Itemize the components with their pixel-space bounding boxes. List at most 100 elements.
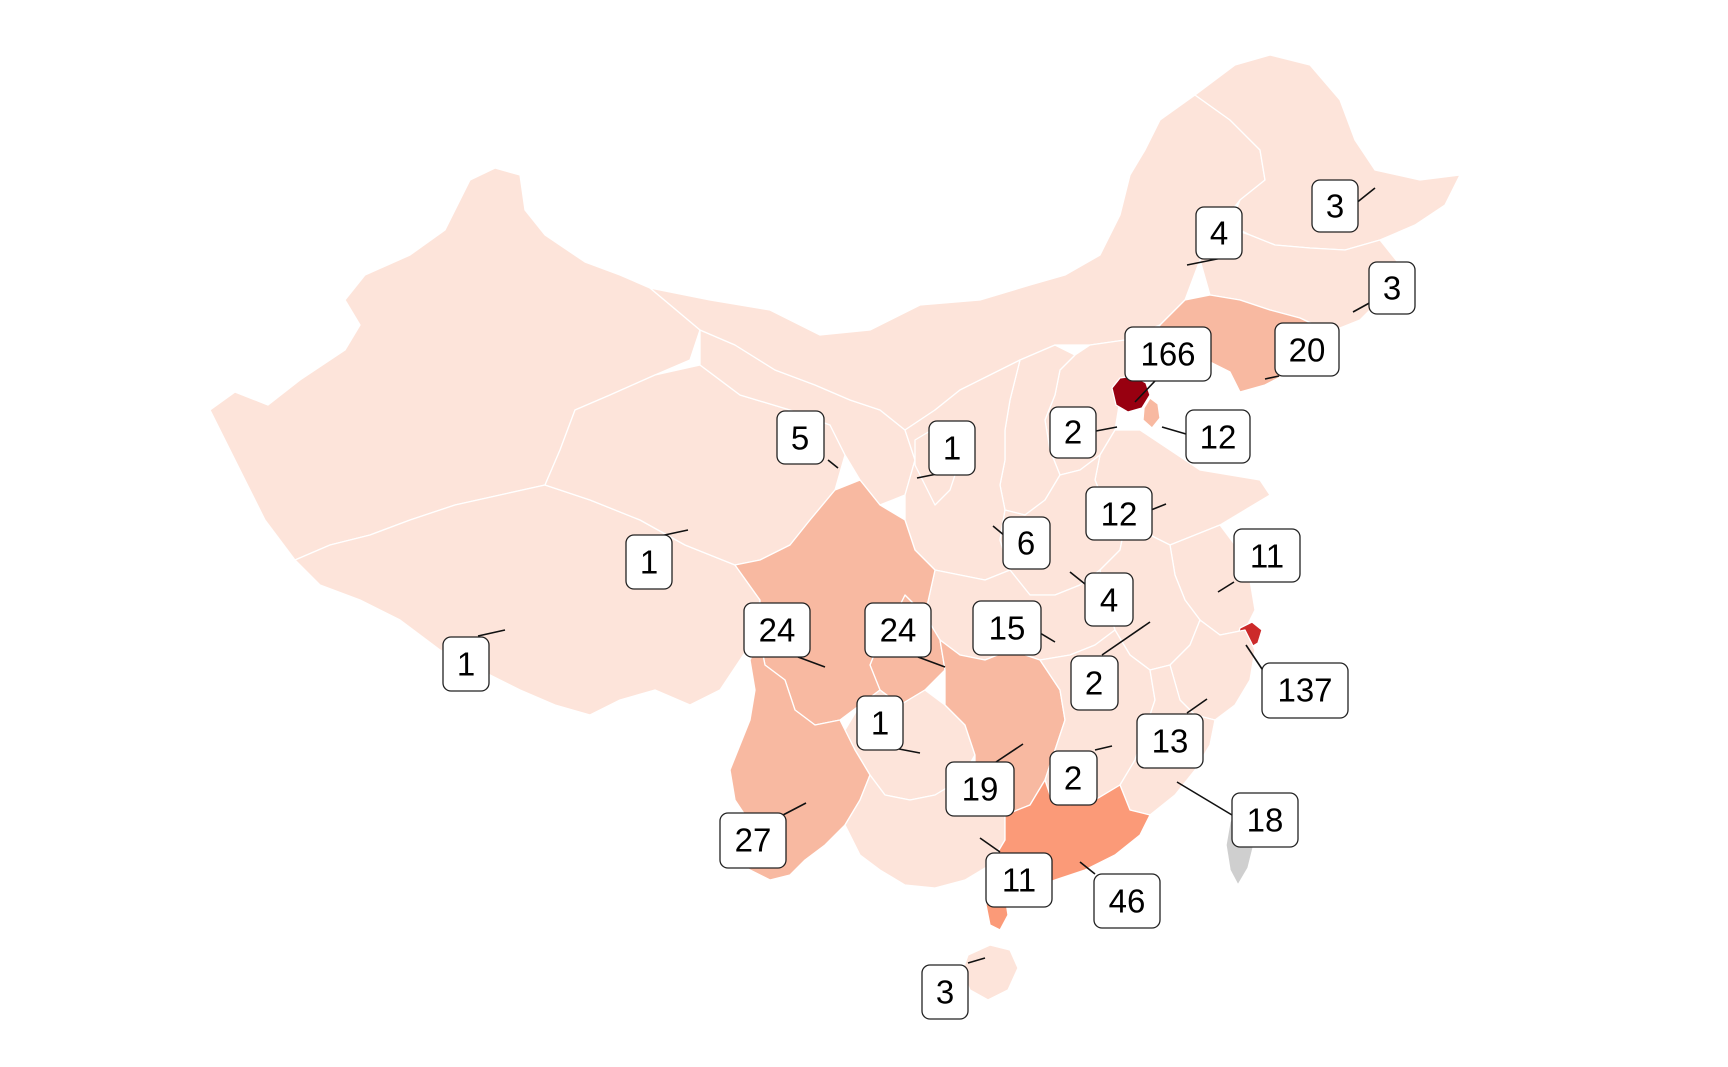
leader-line [967,957,986,964]
value-label: 5 [791,420,809,457]
label-guangxi: 11 [979,837,1053,908]
label-shaanxi: 6 [992,516,1051,570]
label-box [945,761,1015,817]
value-label: 137 [1277,672,1332,709]
label-jiangxi: 2 [1049,745,1113,806]
label-liaoning: 20 [1264,322,1340,380]
leader-line [995,743,1024,763]
value-label: 2 [1085,665,1103,702]
region-hainan [961,944,1019,1001]
label-box [1185,409,1251,464]
label-heilongjiang: 3 [1311,179,1376,233]
label-henan: 4 [1069,571,1134,627]
leader-line [1264,375,1280,380]
leader-line [1094,745,1113,751]
label-box [1136,713,1204,769]
leader-line [1245,644,1265,673]
region-heilongjiang [1194,54,1461,251]
region-tianjin [1142,397,1161,429]
value-label: 15 [989,610,1026,647]
value-label: 1 [943,430,961,467]
label-layer: 3 4 3 166 20 2 [442,179,1416,1020]
label-sichuan: 24 [743,602,826,668]
label-box [1093,873,1161,929]
label-tianjin: 12 [1161,409,1251,464]
leader-line [1069,571,1086,585]
label-shandong: 12 [1085,486,1167,541]
value-label: 1 [457,646,475,683]
label-guizhou: 1 [856,695,921,754]
leader-line [1217,581,1235,593]
value-label: 2 [1064,760,1082,797]
value-label: 13 [1152,723,1189,760]
leader-line [1039,632,1056,643]
label-box [972,600,1042,656]
label-jilin: 3 [1352,261,1416,315]
value-label: 1 [640,544,658,581]
label-box [864,602,932,658]
value-label: 6 [1017,525,1035,562]
label-box [1231,792,1299,848]
leader-line [917,656,946,668]
region-beijing [1111,375,1151,413]
leader-line [1101,621,1151,656]
value-label: 11 [1002,862,1036,899]
label-box [625,534,673,590]
leader-line [827,459,839,469]
label-box [1085,486,1153,541]
value-label: 19 [962,771,999,808]
value-label: 46 [1109,883,1146,920]
province-layer [209,54,1461,1001]
label-beijing: 166 [1124,326,1212,403]
label-shanghai: 137 [1245,644,1349,719]
label-box [1233,528,1301,583]
label-box [719,812,787,869]
leader-line [1095,426,1118,432]
value-label: 24 [880,612,917,649]
value-label: 18 [1247,802,1284,839]
label-box [1049,406,1097,459]
value-label: 11 [1250,538,1284,575]
label-box [1124,326,1212,382]
value-label: 3 [1326,188,1344,225]
value-label: 20 [1289,332,1326,369]
value-label: 24 [759,612,796,649]
label-box [1368,261,1416,315]
label-yunnan: 27 [719,802,807,869]
leader-line [979,837,1001,853]
label-box [921,964,969,1020]
label-box [1070,655,1119,711]
leader-line [477,629,506,637]
value-label: 27 [735,822,772,859]
label-box [1084,572,1134,627]
label-box [1274,322,1340,377]
label-box [1195,206,1243,260]
label-box [1311,179,1359,233]
label-box [776,410,825,465]
label-jiangsu: 11 [1217,528,1301,593]
value-label: 166 [1140,336,1195,373]
value-label: 4 [1210,215,1228,252]
label-box [442,636,490,692]
value-label: 12 [1101,496,1138,533]
leader-line [782,802,807,816]
leader-line [898,748,921,754]
value-label: 12 [1200,419,1237,456]
label-box [1261,662,1349,719]
label-hubei: 15 [972,600,1056,656]
value-label: 3 [1383,270,1401,307]
label-ningxia: 1 [916,420,976,479]
leader-line [1161,426,1187,435]
leader-line [1176,781,1233,816]
label-qinghai: 1 [625,529,689,590]
leader-line [1150,503,1167,511]
leader-line [797,656,826,668]
value-label: 4 [1100,582,1118,619]
leader-line [1186,698,1208,714]
value-label: 2 [1064,414,1082,451]
label-anhui: 2 [1070,621,1151,711]
label-zhejiang: 13 [1136,698,1208,769]
label-hainan: 3 [921,957,986,1020]
label-guangdong: 46 [1079,861,1161,929]
